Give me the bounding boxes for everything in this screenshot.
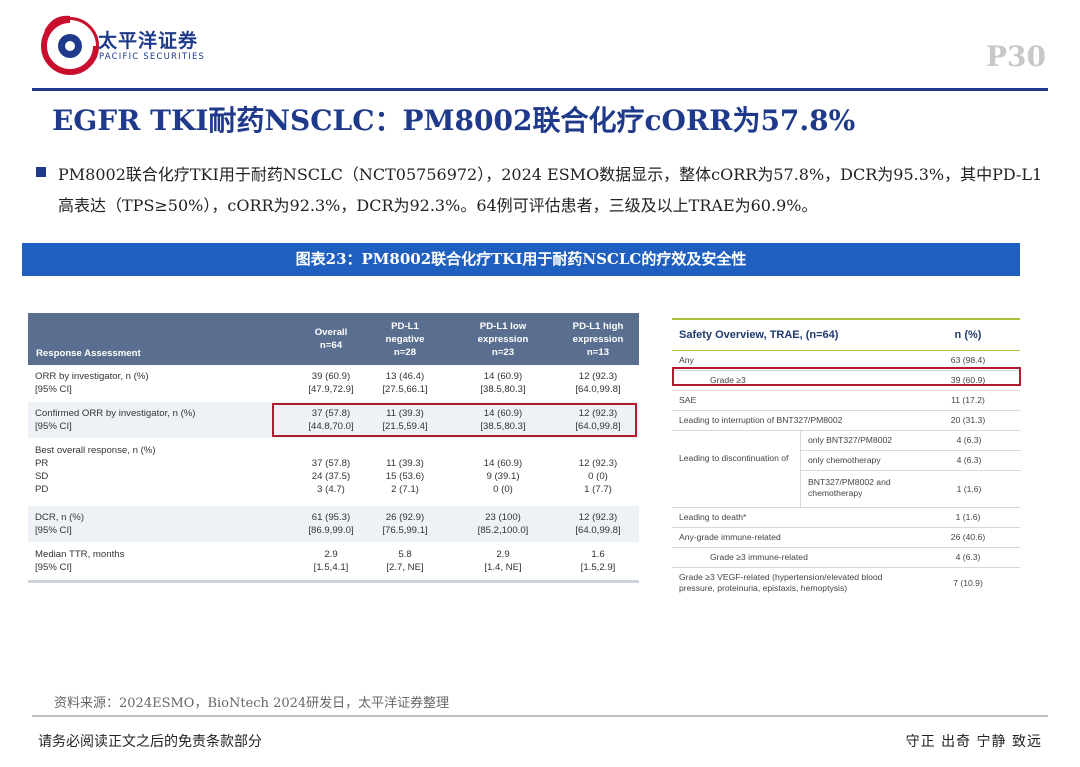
table-row: DCR, n (%) [95% CI] 61 (95.3) [86.9,99.0… — [28, 506, 639, 543]
table-cell: 7 (10.9) — [953, 578, 983, 588]
row-label: Confirmed ORR by investigator, n (%) [95… — [35, 408, 196, 432]
row-label: Median TTR, months [95% CI] — [35, 549, 125, 573]
header-cell: PD-L1 high expression n=13 — [572, 320, 624, 358]
table-row: Grade ≥3 39 (60.9) — [672, 371, 1020, 391]
row-label: Any-grade immune-related — [679, 532, 781, 542]
table-cell: 14 (60.9) 9 (39.1) 0 (0) — [483, 458, 523, 495]
page-number: P30 — [985, 40, 1046, 73]
table-row: Any-grade immune-related 26 (40.6) — [672, 528, 1020, 548]
table-cell: 14 (60.9) [38.5,80.3] — [480, 371, 526, 395]
table-cell: 37 (57.8) [44.8,70.0] — [308, 408, 354, 432]
sub-row-label: only chemotherapy — [808, 455, 881, 465]
table-cell: 11 (39.3) [21.5,59.4] — [382, 408, 428, 432]
table-row: ORR by investigator, n (%) [95% CI] 39 (… — [28, 365, 639, 402]
table-cell: 37 (57.8) 24 (37.5) 3 (4.7) — [311, 458, 351, 495]
row-label: Best overall response, n (%) PR SD PD — [35, 445, 156, 495]
table-cell: 2.9 [1.5,4.1] — [313, 549, 349, 573]
safety-overview-table: Safety Overview, TRAE, (n=64) n (%) Any … — [672, 318, 1021, 598]
summary-paragraph: PM8002联合化疗TKI用于耐药NSCLC（NCT05756972），2024… — [58, 165, 1043, 215]
table-row: Best overall response, n (%) PR SD PD 37… — [28, 439, 639, 506]
table-cell: 4 (6.3) — [956, 435, 982, 445]
table-cell: 11 (17.2) — [951, 395, 985, 405]
sub-row-label: BNT327/PM8002 and chemotherapy — [808, 477, 891, 498]
table-cell: 61 (95.3) [86.9,99.0] — [308, 512, 354, 536]
row-label: SAE — [679, 395, 697, 405]
table-row: Confirmed ORR by investigator, n (%) [95… — [28, 402, 639, 439]
pacific-securities-logo-icon — [41, 15, 99, 75]
row-label: Grade ≥3 — [710, 375, 746, 385]
row-label: Any — [679, 355, 694, 365]
response-assessment-table: Response Assessment Overall n=64 PD-L1 n… — [28, 313, 639, 583]
row-label: Leading to death* — [679, 512, 747, 522]
row-label: DCR, n (%) [95% CI] — [35, 512, 85, 536]
sub-row: BNT327/PM8002 and chemotherapy 1 (1.6) — [800, 471, 1021, 507]
table-cell: 2.9 [1.4, NE] — [484, 549, 522, 573]
table-cell: 12 (92.3) [64.0,99.8] — [575, 371, 621, 395]
highlight-box-confirmed-orr — [272, 403, 637, 437]
table-cell: 14 (60.9) [38.5,80.3] — [480, 408, 526, 432]
row-label: Grade ≥3 immune-related — [710, 552, 808, 562]
table-cell: 13 (46.4) [27.5,66.1] — [382, 371, 428, 395]
logo-cn-text: 太平洋证券 — [98, 30, 199, 52]
table-cell: 1 (1.6) — [955, 512, 981, 522]
header-cell: PD-L1 negative n=28 — [385, 320, 425, 358]
sub-row: only chemotherapy 4 (6.3) — [800, 451, 1021, 471]
safety-title: Safety Overview, TRAE, (n=64) — [679, 329, 839, 341]
row-label: Grade ≥3 VEGF-related (hypertension/elev… — [679, 572, 883, 593]
table-cell: 23 (100) [85.2,100.0] — [477, 512, 529, 536]
footer-divider — [32, 715, 1048, 717]
discontinuation-group: Leading to discontinuation of only BNT32… — [672, 431, 1021, 508]
header-cell: Overall n=64 — [314, 327, 348, 351]
source-note: 资料来源：2024ESMO，BioNtech 2024研发日，太平洋证券整理 — [54, 696, 450, 711]
table-header-row: Response Assessment Overall n=64 PD-L1 n… — [28, 313, 639, 365]
row-label: Leading to discontinuation of — [679, 453, 789, 463]
figure-title: 图表23：PM8002联合化疗TKI用于耐药NSCLC的疗效及安全性 — [22, 243, 1020, 276]
table-cell: 12 (92.3) [64.0,99.8] — [575, 512, 621, 536]
table-top-rule — [672, 318, 1020, 320]
header-divider — [32, 88, 1048, 91]
table-cell: 26 (40.6) — [950, 532, 986, 542]
table-row: Median TTR, months [95% CI] 2.9 [1.5,4.1… — [28, 543, 639, 580]
table-row: Leading to interruption of BNT327/PM8002… — [672, 411, 1020, 431]
table-cell: 1.6 [1.5,2.9] — [580, 549, 616, 573]
table-cell: 1 (1.6) — [956, 484, 982, 494]
table-cell: 20 (31.3) — [950, 415, 986, 425]
table-header-row: Safety Overview, TRAE, (n=64) n (%) — [672, 320, 1020, 351]
table-cell: 39 (60.9) [47.9,72.9] — [308, 371, 354, 395]
highlight-box-grade3 — [672, 367, 1021, 386]
table-cell: 4 (6.3) — [956, 455, 982, 465]
row-label: ORR by investigator, n (%) [95% CI] — [35, 371, 149, 395]
table-cell: 12 (92.3) [64.0,99.8] — [575, 408, 621, 432]
row-label: Leading to interruption of BNT327/PM8002 — [679, 415, 843, 425]
motto-text: 守正 出奇 宁静 致远 — [905, 734, 1042, 750]
bullet-square-icon — [36, 167, 46, 177]
disclaimer-text: 请务必阅读正文之后的免责条款部分 — [38, 734, 262, 750]
sub-row: only BNT327/PM8002 4 (6.3) — [800, 431, 1021, 451]
safety-col-header: n (%) — [954, 329, 982, 341]
table-cell: 11 (39.3) 15 (53.6) 2 (7.1) — [385, 458, 425, 495]
table-cell: 26 (92.9) [76.5,99.1] — [382, 512, 428, 536]
header-cell: PD-L1 low expression n=23 — [477, 320, 529, 358]
table-row: Leading to death* 1 (1.6) — [672, 508, 1020, 528]
table-cell: 4 (6.3) — [955, 552, 981, 562]
logo-en-text: PACIFIC SECURITIES — [99, 52, 206, 62]
table-row: Any 63 (98.4) — [672, 351, 1020, 371]
header-cell: Response Assessment — [36, 348, 141, 359]
table-row: Grade ≥3 immune-related 4 (6.3) — [672, 548, 1020, 568]
table-cell: 63 (98.4) — [950, 355, 986, 365]
table-row: SAE 11 (17.2) — [672, 391, 1020, 411]
sub-row-label: only BNT327/PM8002 — [808, 435, 893, 445]
table-row: Grade ≥3 VEGF-related (hypertension/elev… — [672, 568, 1020, 598]
table-cell: 39 (60.9) — [950, 375, 986, 385]
page-title: EGFR TKI耐药NSCLC：PM8002联合化疗cORR为57.8% — [52, 104, 856, 137]
table-bottom-rule — [28, 580, 639, 583]
table-cell: 5.8 [2.7, NE] — [386, 549, 424, 573]
table-cell: 12 (92.3) 0 (0) 1 (7.7) — [578, 458, 618, 495]
